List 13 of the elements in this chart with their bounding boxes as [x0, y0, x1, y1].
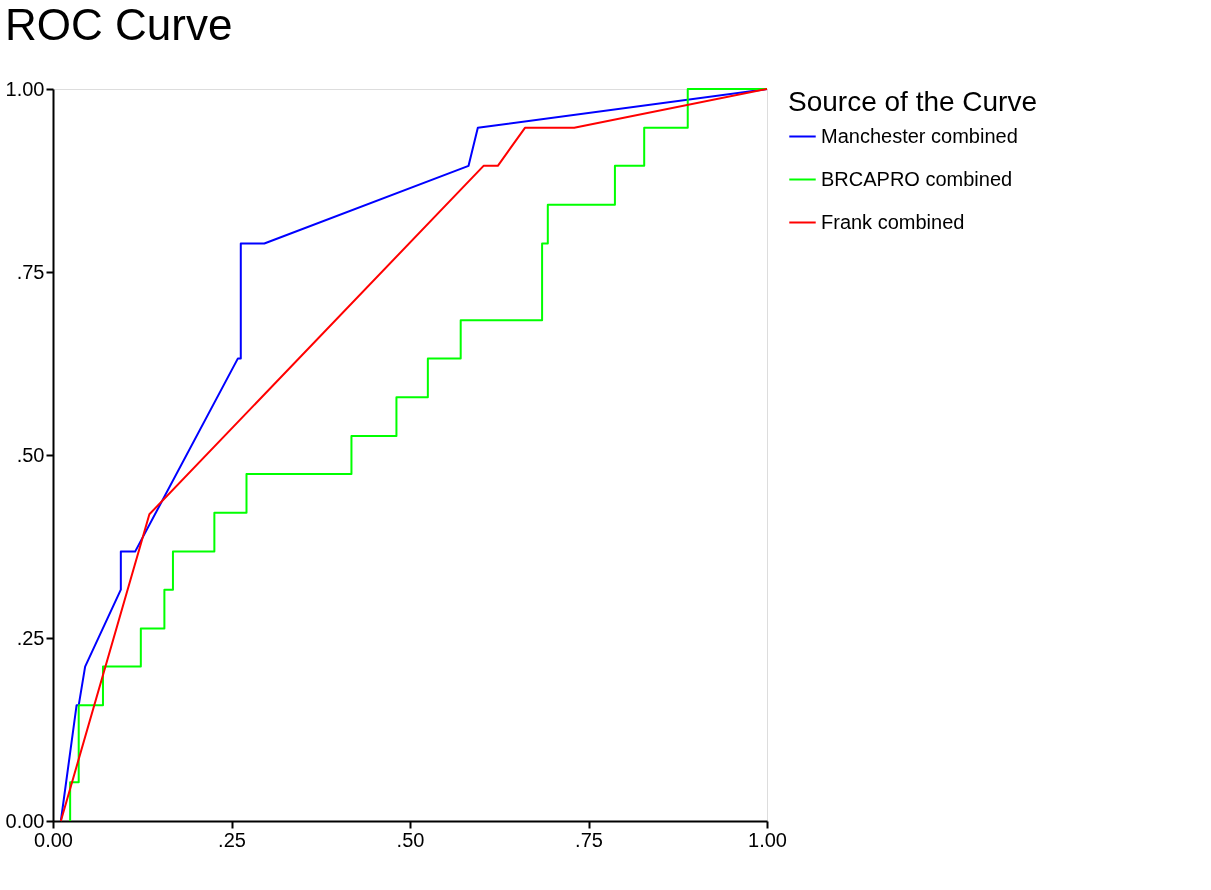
x-tick-label: .25 — [218, 828, 246, 851]
x-tick-label: .50 — [396, 828, 425, 851]
y-tick-label: .75 — [16, 260, 45, 283]
x-tick-label: .75 — [575, 828, 603, 851]
legend-label: Frank combined — [821, 210, 965, 233]
y-tick-label: .50 — [16, 443, 45, 466]
legend-label: Manchester combined — [821, 124, 1018, 147]
y-tick-label: .25 — [16, 626, 45, 649]
y-tick-label: 1.00 — [5, 77, 45, 100]
chart-title: ROC Curve — [5, 0, 233, 49]
x-tick-label: 1.00 — [748, 828, 787, 851]
legend-title: Source of the Curve — [788, 86, 1038, 117]
legend-label: BRCAPRO combined — [821, 167, 1013, 190]
